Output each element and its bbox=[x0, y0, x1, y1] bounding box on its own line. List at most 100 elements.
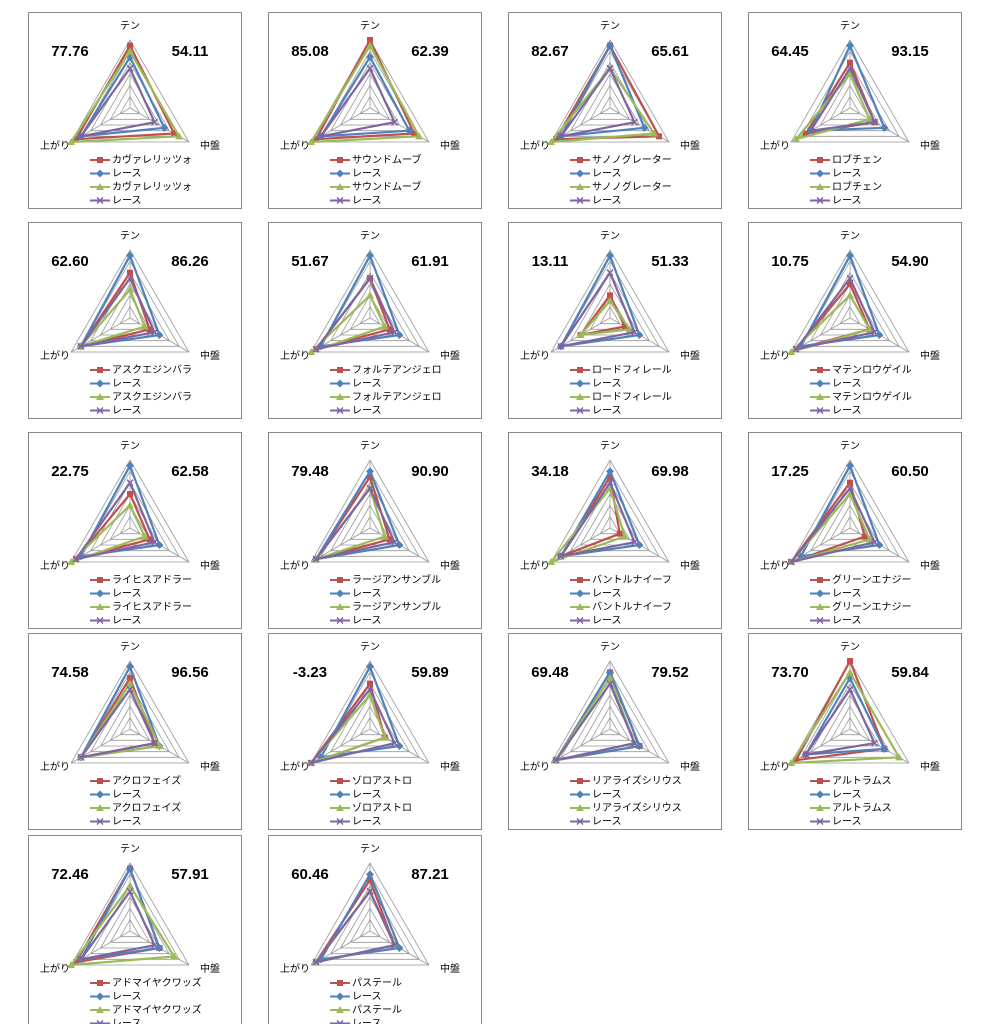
legend-label: アドマイヤクワッズ bbox=[112, 1003, 202, 1016]
legend-label: レース bbox=[592, 379, 622, 390]
score: 13.11 bbox=[532, 253, 569, 270]
axis-label: テン bbox=[360, 21, 380, 32]
series-polygon bbox=[79, 890, 156, 961]
axis-label: テン bbox=[120, 441, 140, 452]
marker bbox=[126, 679, 134, 687]
axis-label: 上がり bbox=[40, 349, 70, 362]
legend-marker bbox=[96, 804, 104, 811]
grid-ring bbox=[70, 39, 190, 143]
series-polygon bbox=[79, 682, 161, 759]
legend-label: ラージアンサンブル bbox=[352, 600, 441, 613]
marker bbox=[552, 756, 560, 764]
axis-label: 上がり bbox=[40, 760, 70, 773]
marker bbox=[631, 739, 639, 747]
series-polygon bbox=[79, 277, 156, 348]
grid-ring bbox=[800, 260, 900, 347]
legend-marker bbox=[337, 778, 343, 784]
marker bbox=[312, 345, 320, 353]
series-polygon bbox=[314, 487, 396, 561]
legend-label: バントルナイーフ bbox=[592, 574, 672, 586]
legend-marker bbox=[96, 379, 104, 388]
legend-label: レース bbox=[352, 1019, 382, 1024]
marker bbox=[875, 541, 884, 549]
marker bbox=[146, 536, 153, 543]
legend-marker bbox=[816, 817, 824, 826]
marker bbox=[126, 864, 134, 873]
marker bbox=[631, 538, 639, 546]
axis-label: 上がり bbox=[520, 349, 550, 362]
marker bbox=[606, 41, 614, 50]
series-polygon bbox=[319, 67, 396, 138]
marker bbox=[415, 132, 424, 140]
legend-marker bbox=[96, 1006, 104, 1013]
legend-marker bbox=[576, 804, 584, 811]
marker bbox=[391, 538, 399, 546]
legend-label: ロードフィレール bbox=[592, 392, 672, 403]
axis-label: 上がり bbox=[40, 139, 70, 152]
score: 51.33 bbox=[651, 253, 689, 270]
marker bbox=[127, 269, 133, 276]
legend-label: サウンドムーブ bbox=[352, 180, 421, 193]
legend-label: カヴァレリッツォ bbox=[112, 153, 192, 166]
axis-label: 中盤 bbox=[200, 559, 220, 572]
legend-label: マテンロウゲイル bbox=[832, 364, 912, 376]
score: 54.90 bbox=[891, 253, 929, 270]
series-polygon bbox=[79, 67, 156, 138]
legend-label: レース bbox=[352, 406, 382, 417]
legend-marker bbox=[817, 577, 823, 583]
legend-label: レース bbox=[352, 169, 382, 180]
axis-label: テン bbox=[120, 844, 140, 855]
grid-ring bbox=[550, 39, 670, 143]
marker bbox=[865, 535, 874, 543]
score: 59.84 bbox=[891, 664, 929, 681]
grid-ring bbox=[70, 862, 190, 966]
marker bbox=[411, 130, 418, 137]
grid-ring bbox=[310, 660, 430, 764]
legend-label: フォルテアンジェロ bbox=[352, 392, 442, 403]
marker bbox=[787, 759, 796, 766]
marker bbox=[366, 41, 374, 49]
legend-label: マテンロウゲイル bbox=[832, 391, 912, 403]
legend-label: レース bbox=[112, 169, 142, 180]
marker bbox=[395, 331, 404, 339]
legend-label: アスクエジンバラ bbox=[112, 364, 192, 376]
legend-label: レース bbox=[352, 790, 382, 801]
marker bbox=[395, 944, 404, 952]
axis-label: 上がり bbox=[40, 962, 70, 975]
marker bbox=[547, 558, 556, 565]
axis-label: 中盤 bbox=[440, 760, 460, 773]
axis-label: 上がり bbox=[40, 559, 70, 572]
marker bbox=[126, 479, 134, 487]
legend-label: レース bbox=[352, 992, 382, 1003]
legend-marker bbox=[816, 603, 824, 610]
axis-label: 中盤 bbox=[440, 139, 460, 152]
series-polygon bbox=[790, 492, 871, 564]
marker bbox=[126, 47, 134, 55]
series-polygon bbox=[70, 884, 176, 967]
grid-ring bbox=[359, 95, 381, 115]
axis-label: テン bbox=[840, 441, 860, 452]
score: 22.75 bbox=[51, 463, 89, 480]
grid-ring bbox=[80, 260, 180, 347]
marker bbox=[146, 326, 153, 333]
marker bbox=[802, 130, 809, 137]
legend-marker bbox=[817, 367, 823, 373]
axis-label: 上がり bbox=[760, 559, 790, 572]
series-polygon bbox=[310, 294, 386, 354]
score: 62.58 bbox=[171, 463, 209, 480]
marker bbox=[606, 668, 614, 677]
marker bbox=[846, 685, 854, 693]
marker bbox=[656, 133, 663, 140]
spoke bbox=[790, 107, 851, 143]
axis-label: 上がり bbox=[520, 559, 550, 572]
legend-marker bbox=[816, 183, 824, 190]
legend-marker bbox=[816, 406, 824, 415]
axis-label: 中盤 bbox=[200, 349, 220, 362]
legend-marker bbox=[577, 157, 583, 163]
marker bbox=[607, 474, 613, 480]
legend-label: レース bbox=[832, 589, 862, 600]
